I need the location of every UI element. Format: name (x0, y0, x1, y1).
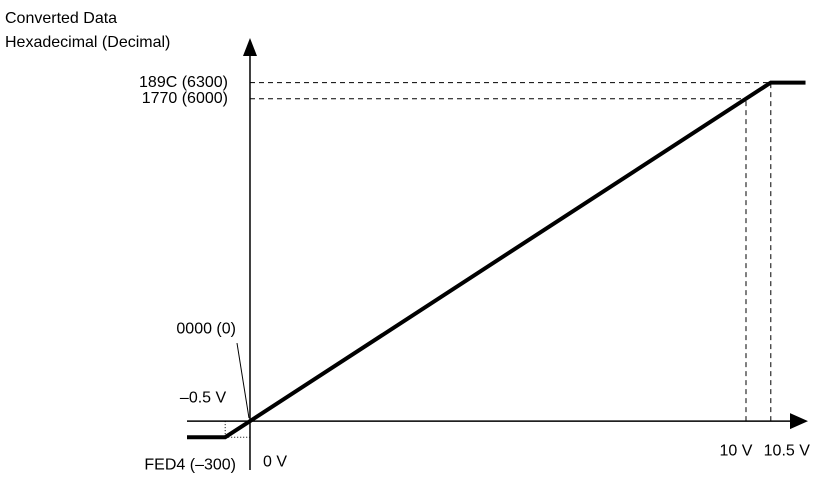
data-line (187, 80, 806, 440)
y-axis-arrow (242, 38, 257, 56)
x-axis-arrow (790, 413, 808, 430)
y-tick-label: FED4 (–300) (144, 456, 236, 473)
y-tick-label: 1770 (6000) (142, 90, 228, 107)
y-tick-label: 0000 (0) (176, 320, 236, 337)
x-tick-label: 0 V (263, 453, 287, 470)
y-axis-label: Converted Data (5, 10, 117, 27)
y-tick-label: 189C (6300) (139, 74, 228, 91)
y-axis-label: Hexadecimal (Decimal) (5, 34, 170, 51)
leader-line (236, 343, 250, 419)
x-tick-label: 10 V (720, 442, 753, 459)
x-tick-label: 10.5 V (764, 442, 811, 459)
x-tick-label: –0.5 V (180, 389, 227, 406)
